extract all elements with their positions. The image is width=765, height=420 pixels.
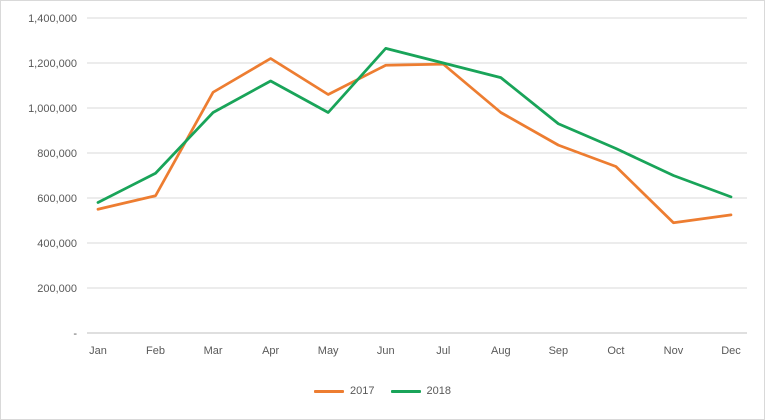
y-tick-label: - [73, 328, 77, 340]
x-tick-label: Jul [436, 345, 450, 357]
x-tick-label: Nov [664, 345, 684, 357]
y-tick-label: 600,000 [37, 193, 77, 205]
x-tick-label: Sep [549, 345, 569, 357]
y-tick-label: 1,400,000 [28, 13, 77, 25]
y-tick-label: 200,000 [37, 283, 77, 295]
x-tick-label: Jun [377, 345, 395, 357]
legend-label: 2017 [350, 385, 375, 397]
legend-item-2017: 2017 [314, 385, 375, 397]
y-tick-label: 1,200,000 [28, 58, 77, 70]
legend-item-2018: 2018 [390, 385, 451, 397]
chart-legend: 2017 2018 [1, 385, 764, 397]
legend-line-swatch [314, 389, 345, 393]
x-tick-label: Feb [146, 345, 165, 357]
x-tick-label: Mar [204, 345, 223, 357]
series-line-2018 [96, 47, 733, 204]
y-tick-label: 800,000 [37, 148, 77, 160]
x-tick-label: Oct [607, 345, 624, 357]
legend-label: 2018 [426, 385, 451, 397]
x-tick-label: Jan [89, 345, 107, 357]
y-tick-label: 1,000,000 [28, 103, 77, 115]
x-tick-label: Dec [721, 345, 741, 357]
x-tick-label: Aug [491, 345, 511, 357]
x-tick-label: Apr [262, 345, 279, 357]
y-tick-label: 400,000 [37, 238, 77, 250]
legend-line-swatch [390, 389, 421, 393]
series-line-2017 [96, 57, 733, 225]
x-tick-label: May [318, 345, 339, 357]
